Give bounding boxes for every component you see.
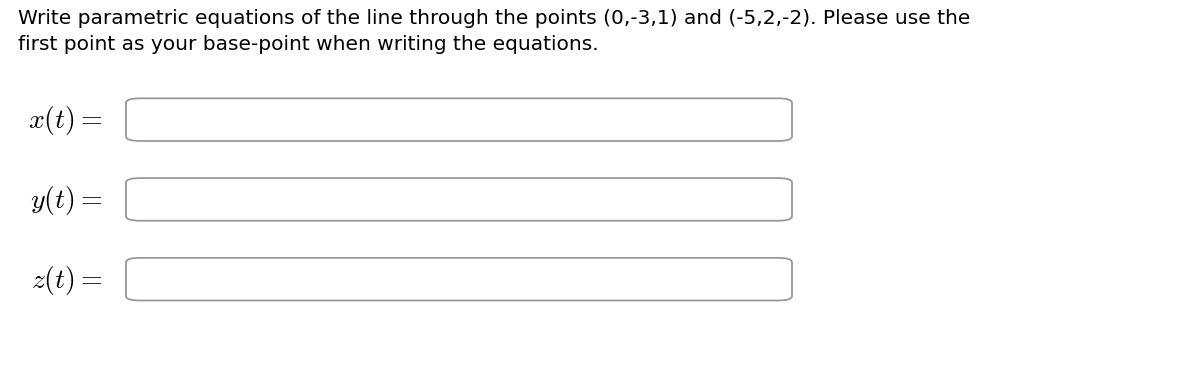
FancyBboxPatch shape <box>126 258 792 301</box>
FancyBboxPatch shape <box>126 178 792 221</box>
FancyBboxPatch shape <box>126 98 792 141</box>
Text: $z(t) =$: $z(t) =$ <box>30 264 102 296</box>
Text: $x(t) =$: $x(t) =$ <box>28 104 102 137</box>
Text: $y(t) =$: $y(t) =$ <box>30 184 102 217</box>
Text: Write parametric equations of the line through the points (0,-3,1) and (-5,2,-2): Write parametric equations of the line t… <box>18 9 971 54</box>
